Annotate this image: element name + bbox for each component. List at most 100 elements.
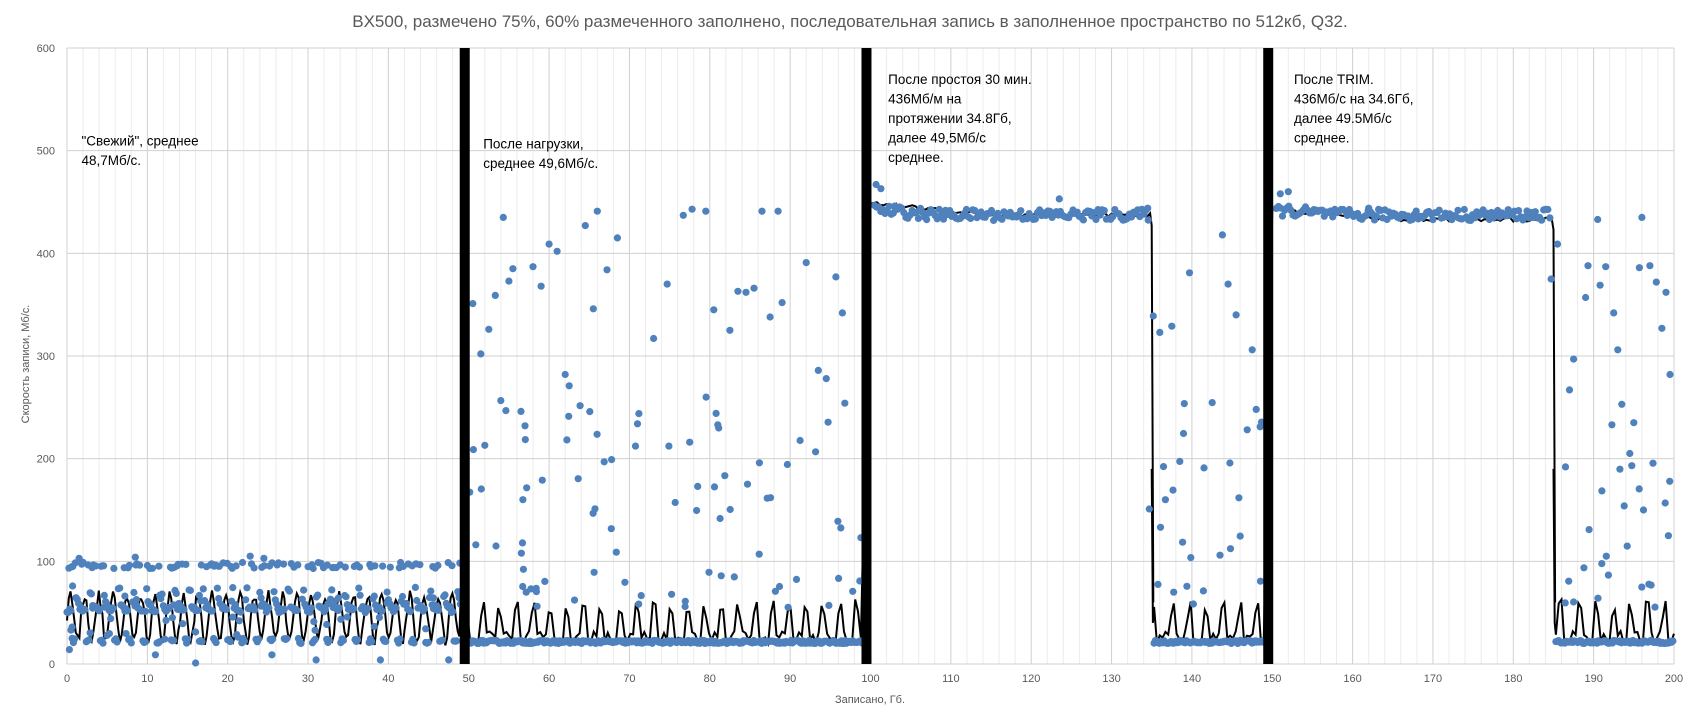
data-point (1616, 465, 1624, 473)
data-point (730, 573, 738, 581)
data-point (1582, 293, 1590, 302)
data-point (1604, 571, 1612, 579)
data-point (812, 448, 820, 456)
data-point (1372, 212, 1381, 220)
data-point (132, 596, 140, 604)
data-point (1435, 206, 1443, 214)
y-tick-label: 100 (37, 556, 55, 568)
data-point (1144, 204, 1152, 212)
data-point (307, 604, 315, 612)
data-point (67, 607, 75, 615)
data-point (422, 625, 430, 633)
data-point (309, 564, 317, 573)
data-point (714, 421, 722, 429)
data-point (283, 635, 291, 643)
data-point (681, 597, 689, 605)
data-point (242, 596, 250, 604)
data-point (686, 438, 694, 446)
data-point (734, 287, 742, 295)
data-point (269, 635, 277, 643)
data-point (235, 617, 243, 625)
data-point (107, 615, 115, 623)
data-point (835, 574, 843, 583)
data-point (123, 607, 131, 615)
data-point (581, 222, 589, 230)
data-point (1561, 599, 1569, 607)
data-point (802, 259, 810, 267)
data-point (681, 602, 689, 611)
data-point (784, 603, 792, 611)
data-point (1515, 207, 1523, 215)
data-point (1248, 346, 1256, 354)
data-point (310, 618, 318, 626)
data-point (1161, 496, 1169, 504)
x-tick-label: 110 (942, 673, 960, 685)
data-point (613, 234, 622, 242)
data-point (561, 370, 569, 379)
data-point (237, 608, 245, 616)
data-point (368, 638, 376, 646)
data-point (257, 594, 265, 602)
data-point (563, 436, 571, 444)
data-point (194, 606, 202, 615)
data-point (424, 638, 432, 647)
annotation-line: 436Мб/м на (888, 91, 962, 106)
data-point (726, 505, 734, 514)
data-point (1646, 262, 1654, 270)
data-point (179, 620, 187, 628)
data-point (448, 562, 456, 570)
data-point (716, 514, 724, 523)
data-point (631, 442, 640, 450)
annotation-line: После TRIM. (1294, 72, 1374, 87)
data-point (1626, 449, 1634, 458)
data-point (837, 524, 845, 532)
data-point (962, 205, 971, 214)
data-point (323, 620, 331, 629)
data-point (413, 596, 421, 605)
data-point (371, 562, 379, 570)
data-point (519, 582, 527, 591)
data-point (591, 505, 599, 513)
data-point (509, 265, 517, 273)
data-point (1365, 204, 1373, 212)
data-point (1580, 564, 1588, 572)
x-tick-label: 0 (64, 673, 70, 685)
data-point (766, 494, 775, 502)
data-point (116, 584, 124, 592)
data-point (375, 613, 383, 622)
data-point (1547, 275, 1555, 283)
data-point (832, 273, 840, 281)
data-point (541, 577, 549, 586)
data-point (1652, 278, 1660, 286)
data-point (1159, 463, 1168, 471)
data-point (268, 651, 276, 659)
x-tick-label: 80 (704, 673, 716, 685)
data-point (1584, 262, 1592, 270)
data-point (665, 442, 673, 450)
data-point (355, 563, 364, 571)
data-point (469, 446, 477, 454)
data-point (1645, 580, 1653, 588)
data-point (517, 549, 526, 557)
data-point (1661, 499, 1669, 507)
data-point (1620, 502, 1628, 510)
data-point (1460, 205, 1468, 214)
data-point (285, 587, 293, 595)
x-tick-label: 30 (302, 673, 314, 685)
data-point (1208, 399, 1216, 407)
data-point (411, 583, 419, 592)
data-point (1256, 423, 1264, 431)
data-point (1598, 560, 1606, 568)
annotation-line: После простоя 30 мин. (888, 72, 1032, 87)
data-point (229, 584, 237, 592)
data-point (521, 422, 529, 430)
data-point (518, 539, 527, 547)
data-point (529, 263, 537, 271)
data-point (668, 590, 676, 598)
data-point (1200, 464, 1208, 472)
data-point (834, 517, 842, 525)
x-tick-label: 200 (1665, 673, 1683, 685)
data-point (246, 552, 254, 560)
data-point (1544, 205, 1552, 214)
